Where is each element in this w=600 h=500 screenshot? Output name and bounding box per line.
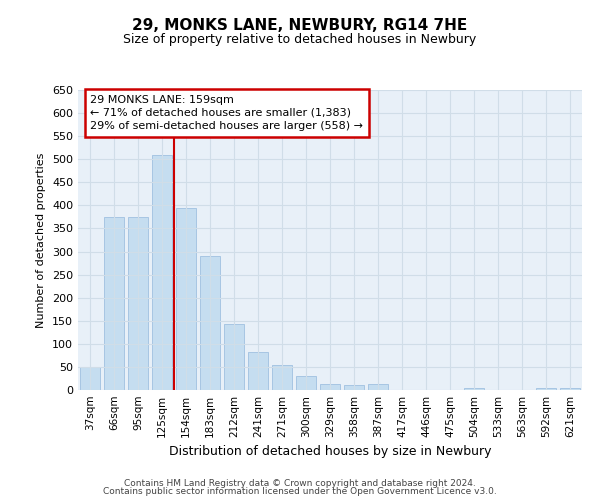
Bar [104,217,124,390]
Bar [128,217,148,390]
Bar [296,376,316,390]
Bar [320,384,340,390]
Bar [560,388,580,390]
Bar [224,324,244,390]
Text: Contains public sector information licensed under the Open Government Licence v3: Contains public sector information licen… [103,487,497,496]
Bar [248,352,268,390]
Bar [536,388,556,390]
Bar [152,154,172,390]
Text: 29 MONKS LANE: 159sqm
← 71% of detached houses are smaller (1,383)
29% of semi-d: 29 MONKS LANE: 159sqm ← 71% of detached … [91,94,364,131]
Bar [464,388,484,390]
Text: Contains HM Land Registry data © Crown copyright and database right 2024.: Contains HM Land Registry data © Crown c… [124,478,476,488]
Bar [200,256,220,390]
Text: 29, MONKS LANE, NEWBURY, RG14 7HE: 29, MONKS LANE, NEWBURY, RG14 7HE [133,18,467,32]
X-axis label: Distribution of detached houses by size in Newbury: Distribution of detached houses by size … [169,446,491,458]
Bar [272,364,292,390]
Text: Size of property relative to detached houses in Newbury: Size of property relative to detached ho… [124,32,476,46]
Bar [176,208,196,390]
Y-axis label: Number of detached properties: Number of detached properties [37,152,46,328]
Bar [344,386,364,390]
Bar [368,384,388,390]
Bar [80,367,100,390]
